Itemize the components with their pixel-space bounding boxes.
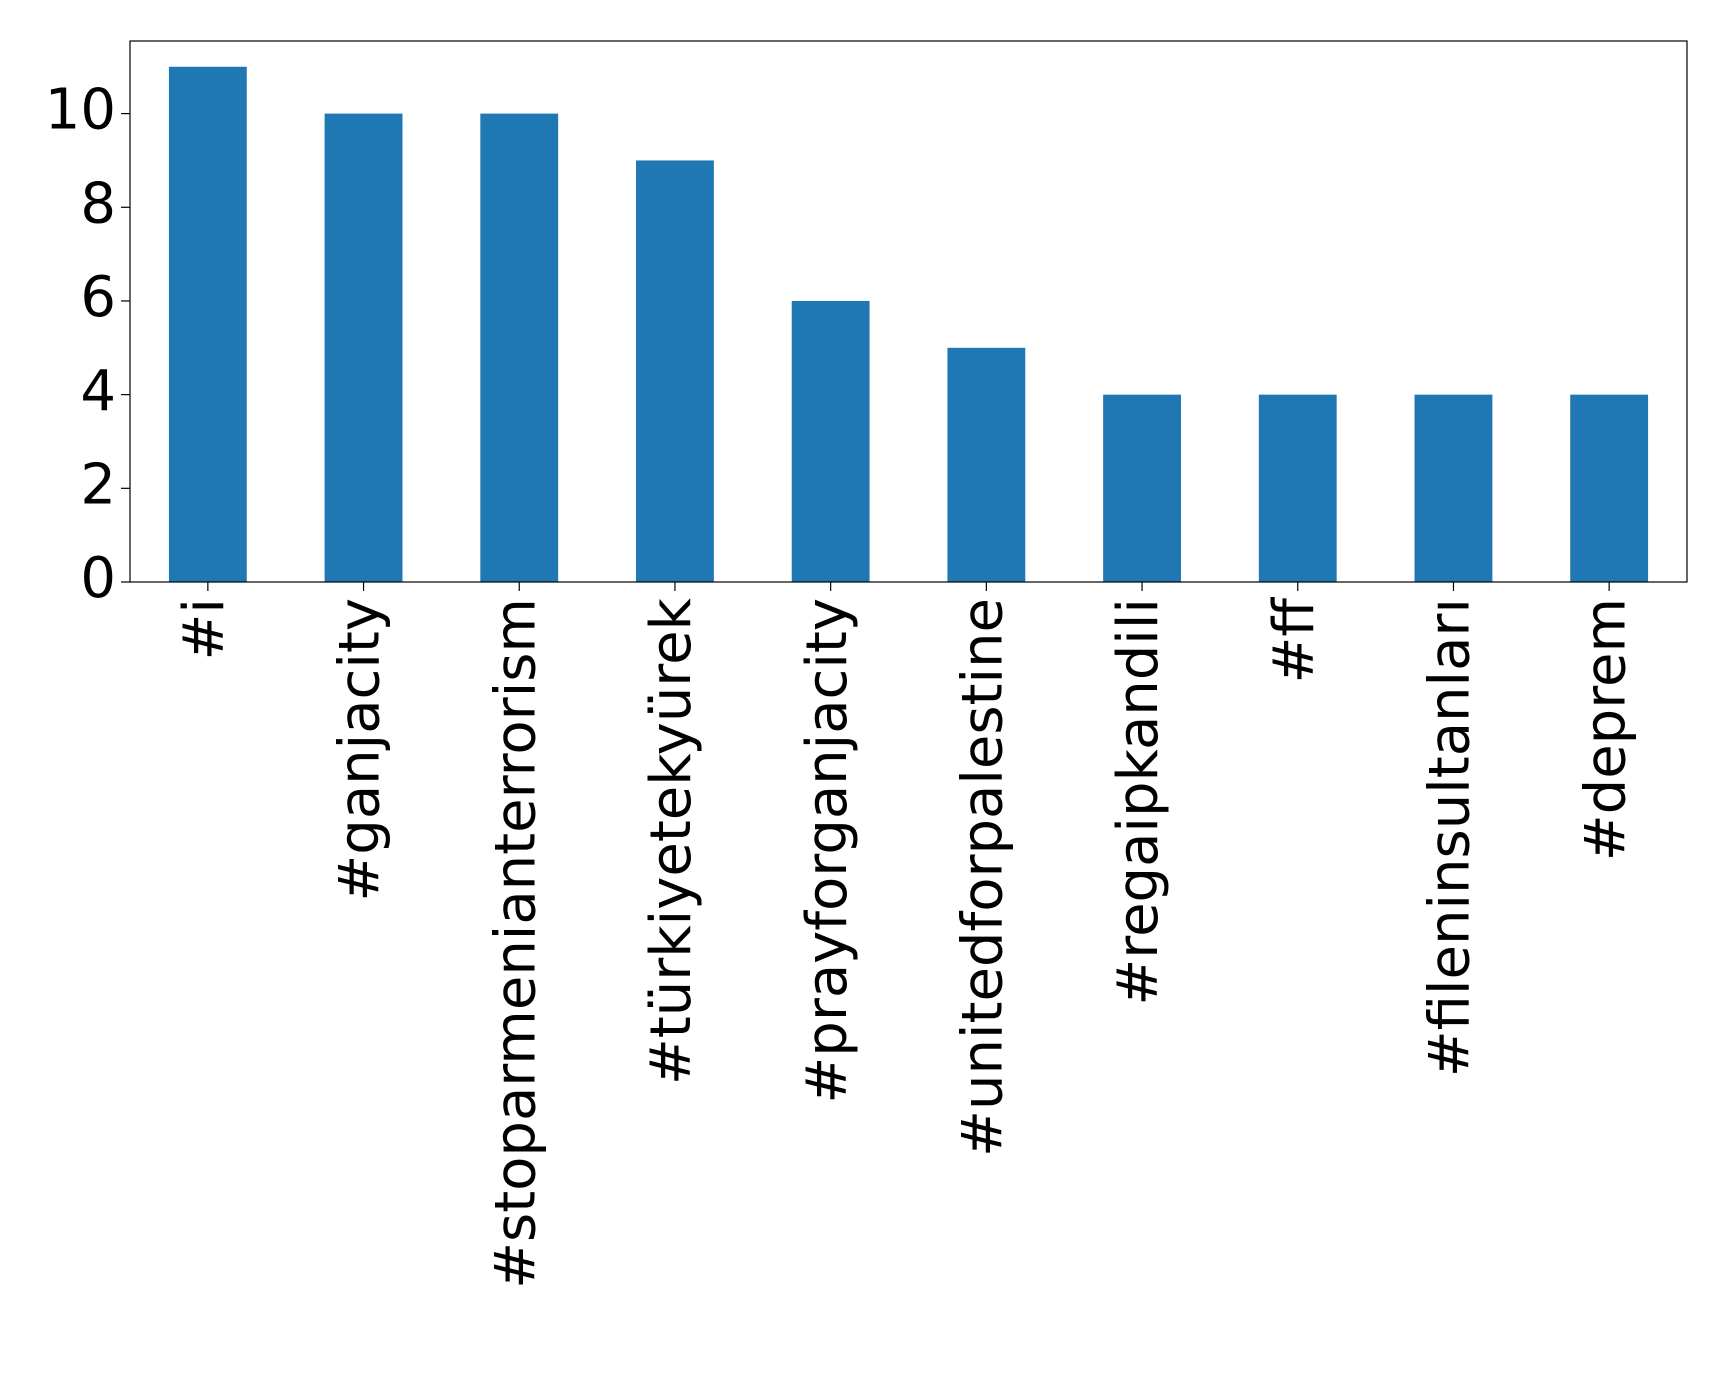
bar [636, 160, 714, 582]
x-tick-label: #stoparmenianterrorism [483, 598, 548, 1289]
bar [1570, 394, 1649, 582]
bar [947, 347, 1026, 582]
plot-frame [129, 40, 1688, 583]
y-tick-label: 6 [80, 265, 116, 330]
y-tick-label: 4 [80, 359, 116, 424]
y-tick-label: 8 [80, 171, 116, 236]
x-tick-label: #fileninsultanları [1418, 598, 1483, 1077]
bar [168, 66, 247, 582]
bar [791, 300, 870, 582]
y-tick-label: 2 [80, 452, 116, 517]
x-tick-label: #unitedforpalestine [950, 598, 1015, 1157]
x-tick-label: #ff [1262, 597, 1327, 684]
bar [1258, 394, 1337, 582]
y-tick-label: 0 [80, 546, 116, 611]
x-tick-label: #i [172, 598, 237, 660]
bar [480, 113, 559, 582]
x-tick-label: #deprem [1573, 598, 1638, 861]
bar [1103, 394, 1181, 582]
x-tick-label: #regaipkandili [1106, 598, 1171, 1006]
x-tick-label: #türkiyetekyürek [639, 597, 704, 1085]
bar [1414, 394, 1493, 582]
x-tick-label: #prayforganjacity [795, 598, 860, 1104]
bar [324, 113, 403, 582]
x-tick-label: #ganjacity [328, 598, 393, 902]
y-tick-label: 10 [45, 78, 116, 143]
